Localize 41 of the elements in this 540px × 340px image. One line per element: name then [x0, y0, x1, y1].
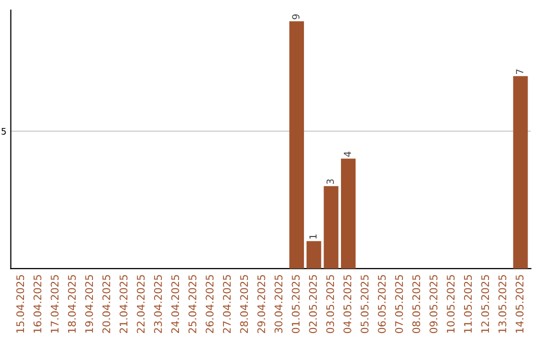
x-tick-label: 05.05.2025 [360, 275, 369, 334]
bar [340, 158, 356, 269]
x-tick-label: 27.04.2025 [222, 275, 231, 334]
x-tick-label: 24.04.2025 [171, 275, 180, 334]
x-tick-label: 16.04.2025 [33, 275, 42, 333]
x-tick-label: 22.04.2025 [136, 275, 145, 334]
data-label: 4 [344, 152, 351, 157]
data-label: 1 [309, 234, 317, 239]
bar [513, 76, 528, 269]
data-label: 7 [516, 69, 524, 74]
x-tick-label: 11.05.2025 [464, 275, 472, 333]
x-tick-label: 15.04.2025 [16, 275, 24, 333]
x-tick-label: 10.05.2025 [446, 275, 455, 333]
x-tick-label: 23.04.2025 [154, 275, 162, 334]
x-tick-label: 18.04.2025 [68, 275, 76, 333]
x-tick-label: 09.05.2025 [430, 275, 438, 334]
x-tick-label: 07.05.2025 [395, 275, 403, 334]
data-label: 3 [326, 179, 334, 184]
x-tick-label: 02.05.2025 [309, 275, 317, 334]
x-tick-label: 14.05.2025 [516, 275, 524, 333]
x-tick-label: 03.05.2025 [326, 275, 334, 334]
bar [324, 186, 338, 269]
x-tick-label: 21.04.2025 [120, 275, 128, 334]
x-tick-label: 13.05.2025 [498, 275, 506, 333]
y-tick-label: 5 [2, 128, 6, 135]
x-tick-label: 26.04.2025 [206, 275, 214, 334]
bar [306, 241, 322, 269]
x-tick-label: 25.04.2025 [188, 275, 196, 334]
x-tick-label: 30.04.2025 [274, 275, 282, 334]
x-tick-label: 19.04.2025 [85, 275, 94, 333]
x-tick-label: 01.05.2025 [292, 275, 300, 334]
x-tick-label: 29.04.2025 [257, 275, 266, 334]
x-tick-label: 20.04.2025 [102, 275, 110, 334]
x-tick-label: 04.05.2025 [343, 275, 352, 334]
x-tick-label: 28.04.2025 [240, 275, 248, 334]
data-label: 9 [292, 14, 300, 20]
x-tick-label: 06.05.2025 [378, 275, 386, 334]
bar [289, 21, 304, 269]
x-tick-label: 08.05.2025 [412, 275, 420, 334]
x-tick-label: 17.04.2025 [50, 275, 59, 333]
x-tick-label: 12.05.2025 [481, 275, 490, 333]
